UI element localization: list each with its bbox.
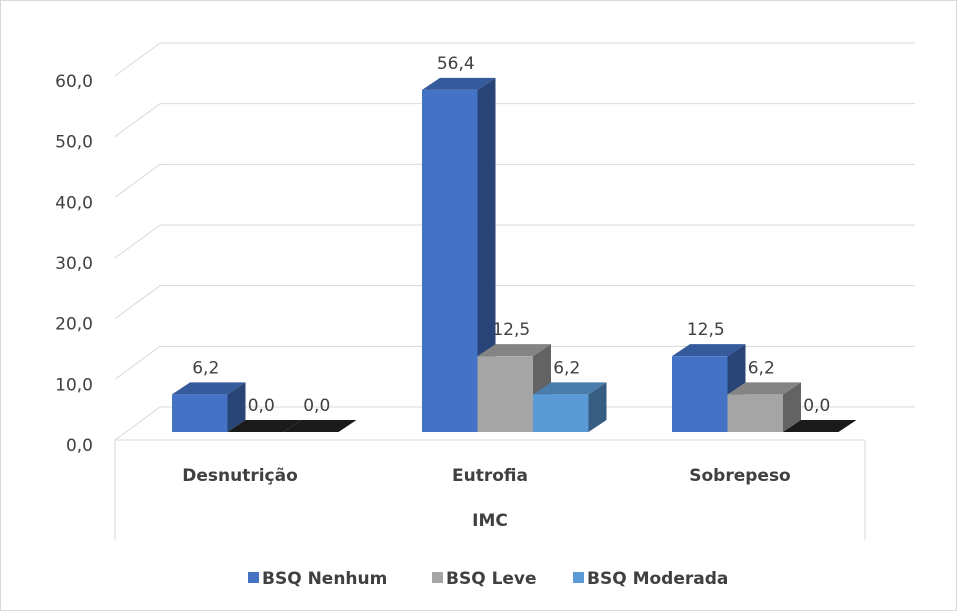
x-axis-title: IMC: [472, 511, 508, 531]
data-label: 0,0: [303, 396, 330, 416]
legend-label: BSQ Moderada: [587, 569, 728, 589]
legend-swatch: [432, 572, 443, 583]
bar: [422, 89, 478, 432]
legend-swatch: [248, 572, 259, 583]
grid-line: [114, 103, 915, 138]
grid-line: [114, 406, 915, 441]
grid-line: [114, 163, 915, 198]
bar-top: [422, 77, 496, 90]
y-tick-label: 50,0: [55, 133, 93, 153]
legend-swatch: [573, 572, 584, 583]
bar-top: [172, 382, 246, 395]
data-label: 6,2: [192, 358, 219, 378]
bar-side: [477, 77, 496, 432]
legend-label: BSQ Leve: [446, 569, 537, 589]
grid-line: [114, 345, 915, 380]
bar-side: [588, 382, 607, 432]
bar-top: [672, 344, 746, 357]
bar-top: [727, 382, 801, 395]
data-label: 12,5: [687, 320, 725, 340]
y-tick-label: 10,0: [55, 375, 93, 395]
x-tick-label: Desnutrição: [182, 466, 298, 486]
data-label: 12,5: [492, 320, 530, 340]
category-box: [114, 439, 866, 540]
bar: [533, 394, 589, 432]
bar-top: [227, 420, 301, 432]
bar-side: [783, 382, 801, 432]
data-label: 6,2: [748, 358, 775, 378]
bar-top: [783, 420, 857, 432]
grid-line: [114, 224, 915, 259]
bar-side: [227, 382, 246, 432]
legend-label: BSQ Nenhum: [262, 569, 387, 589]
bar-top: [533, 382, 607, 395]
y-tick-label: 30,0: [55, 254, 93, 274]
bar: [172, 394, 228, 432]
grid-line: [114, 42, 915, 77]
data-label: 56,4: [437, 54, 475, 74]
y-tick-label: 20,0: [55, 315, 93, 335]
bar-top: [283, 420, 357, 432]
bar: [477, 356, 533, 432]
data-label: 6,2: [553, 358, 580, 378]
bar: [727, 394, 783, 432]
x-tick-label: Eutrofia: [452, 466, 528, 486]
data-label: 0,0: [248, 396, 275, 416]
grid-line: [114, 285, 915, 320]
y-tick-label: 0,0: [66, 436, 93, 456]
data-label: 0,0: [803, 396, 830, 416]
bar-top: [477, 344, 551, 357]
bar: [672, 356, 728, 432]
y-tick-label: 60,0: [55, 72, 93, 92]
x-tick-label: Sobrepeso: [689, 466, 791, 486]
y-tick-label: 40,0: [55, 193, 93, 213]
